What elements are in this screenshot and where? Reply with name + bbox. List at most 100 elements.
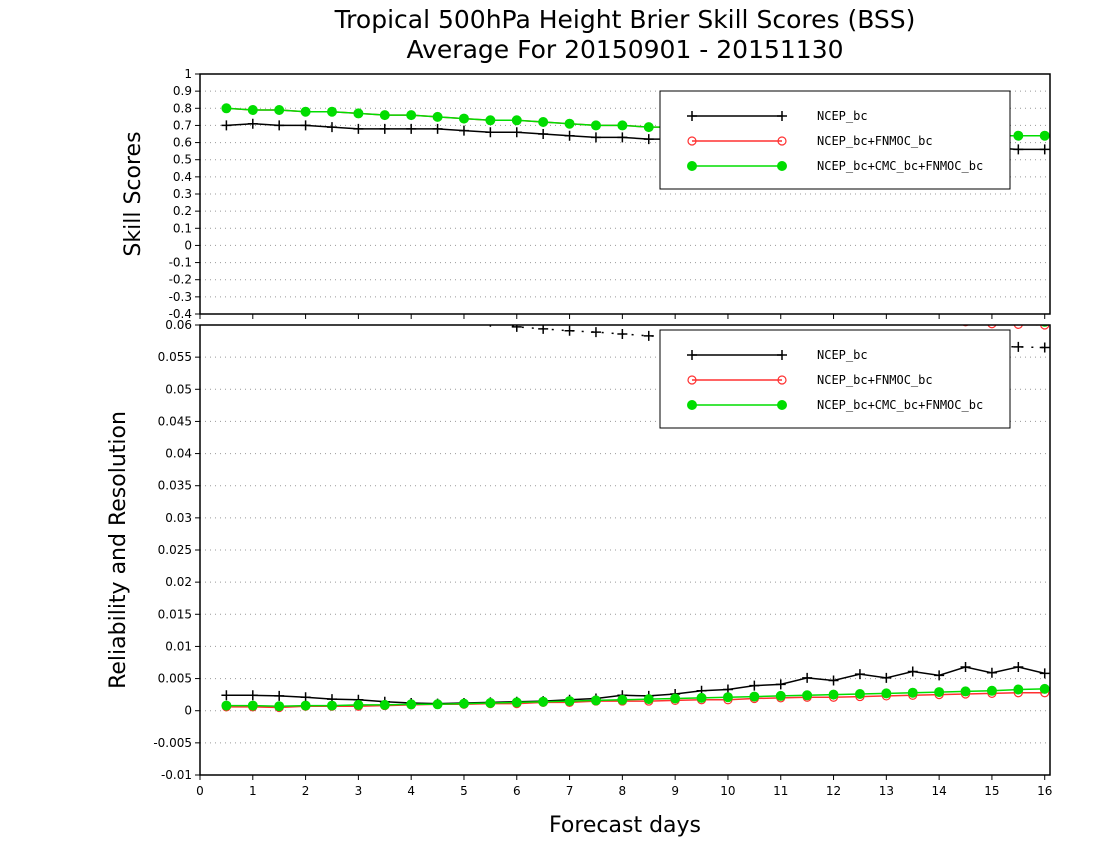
data-point [221, 690, 232, 701]
y-tick-label: 0 [184, 238, 192, 252]
data-point [697, 282, 706, 291]
data-point [987, 325, 997, 329]
reliability-resolution-panel: -0.01 -0.005 0 0.005 0.01 0.015 0.02 0.025 0.03 0… [106, 218, 1052, 798]
data-point [1039, 683, 1050, 694]
data-point [909, 308, 917, 316]
legend-box [659, 90, 1011, 190]
data-point [222, 218, 231, 227]
data-point [326, 106, 337, 117]
data-point [1013, 325, 1023, 329]
data-point [749, 691, 760, 702]
data-point [327, 294, 337, 304]
data-point [511, 115, 522, 126]
legend-marker [687, 375, 697, 385]
data-point [328, 237, 336, 245]
y-tick-label: 0.1 [173, 221, 192, 235]
y-tick-label: 0.7 [173, 118, 192, 132]
data-point [564, 696, 575, 707]
data-point [486, 263, 494, 271]
x-tick-label: 10 [720, 784, 735, 798]
y-axis-label: Reliability and Resolution [106, 411, 131, 689]
data-point [802, 690, 813, 701]
data-point [511, 325, 522, 332]
y-tick-label: 1 [184, 67, 192, 81]
y-tick-label: -0.2 [169, 273, 192, 287]
data-point [829, 295, 838, 304]
data-point [432, 123, 443, 134]
data-point [221, 120, 232, 131]
x-tick-label: 7 [566, 784, 574, 798]
data-point [775, 679, 786, 690]
data-point [617, 329, 628, 339]
data-point [1039, 342, 1050, 353]
data-point [750, 288, 759, 297]
data-point [1039, 668, 1050, 679]
data-point [802, 672, 813, 683]
data-point [513, 270, 521, 278]
legend-marker [687, 350, 697, 360]
data-point [380, 237, 389, 246]
data-point [353, 123, 364, 134]
data-point [380, 301, 390, 311]
data-point [855, 301, 864, 310]
data-point [1013, 684, 1024, 695]
legend-box [659, 329, 1011, 429]
y-tick-label: 0.2 [173, 204, 192, 218]
data-point [486, 256, 495, 265]
legend-marker [777, 136, 787, 146]
plot-frame [199, 324, 1051, 776]
data-point [1014, 315, 1023, 324]
data-point [828, 689, 839, 700]
x-tick-label: 9 [671, 784, 679, 798]
data-point [433, 250, 442, 259]
x-tick-label: 3 [355, 784, 363, 798]
y-tick-label: 0.055 [158, 350, 192, 364]
legend-marker [777, 161, 787, 171]
data-point [407, 250, 415, 258]
data-point [803, 302, 811, 310]
data-point [248, 281, 258, 291]
x-tick-label: 13 [879, 784, 894, 798]
data-point [775, 690, 786, 701]
legend-marker [687, 161, 697, 171]
data-point [564, 130, 575, 141]
x-tick-label: 1 [249, 784, 257, 798]
data-point [828, 675, 839, 686]
data-point [458, 698, 469, 709]
data-point [274, 690, 285, 701]
data-point [485, 127, 496, 138]
y-tick-label: 0.8 [173, 101, 192, 115]
y-tick-label: 0.035 [158, 479, 192, 493]
y-tick-label: 0.01 [165, 639, 192, 653]
data-point [960, 686, 971, 697]
data-point [302, 231, 310, 239]
legend-label: NCEP_bc+CMC_bc+FNMOC_bc [817, 398, 983, 412]
data-point [590, 327, 601, 338]
data-point [327, 231, 336, 240]
legend-label: NCEP_bc+FNMOC_bc [817, 134, 933, 148]
data-point [247, 105, 258, 115]
data-point [485, 698, 496, 708]
data-point [353, 108, 364, 119]
data-point [777, 302, 785, 310]
data-point [434, 257, 442, 265]
data-point [696, 692, 707, 703]
data-point [274, 120, 285, 131]
data-point [643, 330, 654, 341]
series-line [226, 666, 1045, 705]
y-tick-label: 0.3 [173, 187, 192, 201]
data-point [458, 125, 469, 136]
data-point [539, 270, 547, 278]
data-point [590, 120, 601, 131]
legend-marker [777, 111, 787, 121]
legend-marker [687, 111, 697, 121]
data-point [1013, 662, 1024, 672]
data-point [723, 288, 732, 297]
data-point [643, 134, 654, 145]
x-tick-label: 0 [196, 784, 204, 798]
legend: NCEP_bc NCEP_bc+FNMOC_bc NCEP_bc+CMC_bc+FN… [659, 329, 1011, 429]
data-point [750, 295, 758, 303]
data-point [643, 122, 654, 133]
data-point [854, 689, 865, 699]
data-point [590, 695, 601, 706]
